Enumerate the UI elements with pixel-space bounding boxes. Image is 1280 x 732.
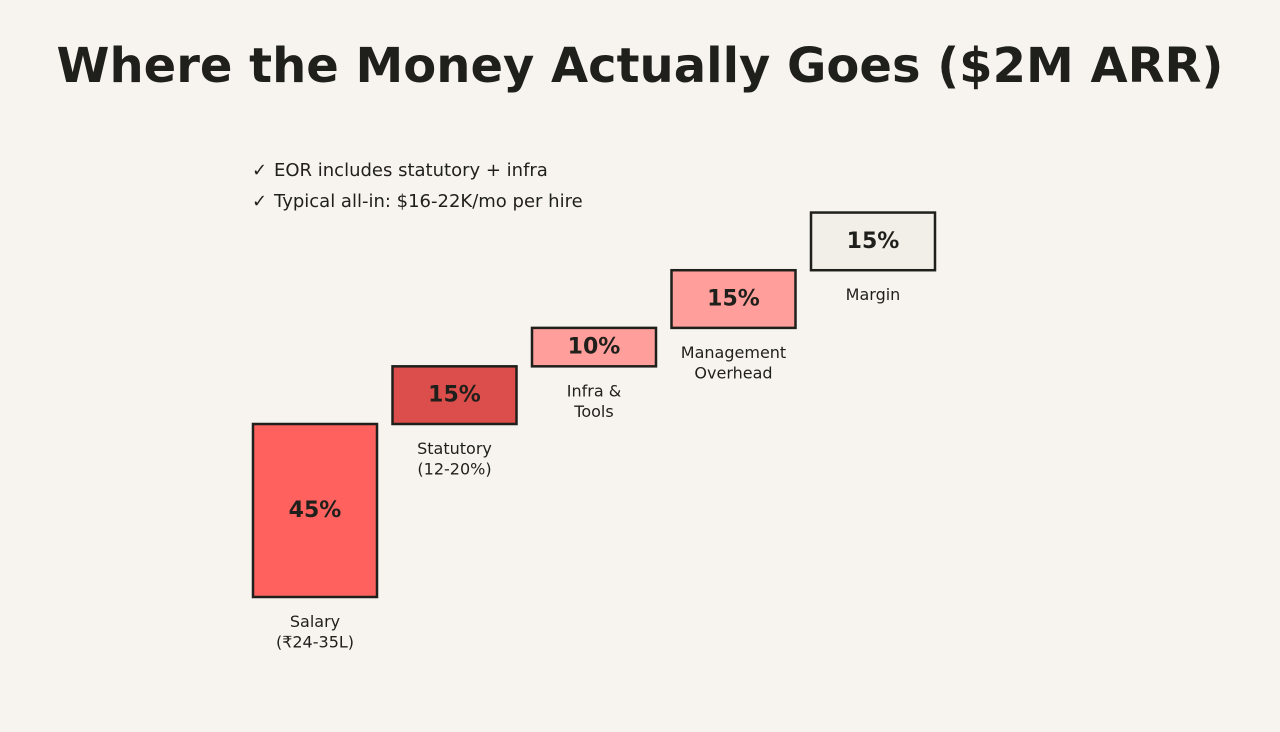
waterfall-bar [251, 422, 379, 599]
waterfall-step: 15% Management Overhead [670, 268, 797, 383]
waterfall-bar [391, 365, 518, 426]
note-all-in-cost: ✓ Typical all-in: $16-22K/mo per hire [252, 186, 583, 217]
category-label: Margin [846, 285, 901, 304]
data-label: 15% [707, 287, 760, 312]
waterfall-bar [670, 268, 797, 330]
category-label: Management Overhead [681, 343, 786, 383]
category-label: Statutory (12-20%) [417, 439, 492, 479]
chart-title: Where the Money Actually Goes ($2M ARR) [56, 38, 1224, 94]
checkmark-icon: ✓ [252, 160, 268, 181]
note-text: EOR includes statutory + infra [274, 160, 548, 181]
data-label: 10% [568, 335, 621, 360]
waterfall-step: 15% Margin [809, 211, 937, 304]
waterfall-bar [530, 326, 658, 368]
note-text: Typical all-in: $16-22K/mo per hire [274, 191, 583, 212]
data-label: 15% [847, 229, 900, 254]
waterfall-step: 15% Statutory (12-20%) [391, 365, 518, 479]
waterfall-step: 45% Salary (₹24-35L) [251, 422, 379, 652]
data-label: 15% [428, 383, 481, 408]
data-label: 45% [289, 498, 342, 523]
checkmark-icon: ✓ [252, 191, 268, 212]
note-statutory-infra: ✓ EOR includes statutory + infra [252, 155, 583, 186]
waterfall-step: 10% Infra & Tools [530, 326, 658, 421]
notes-list: ✓ EOR includes statutory + infra ✓ Typical… [252, 155, 583, 217]
category-label: Salary (₹24-35L) [276, 612, 354, 652]
waterfall-bar [809, 211, 937, 272]
category-label: Infra & Tools [567, 381, 621, 421]
